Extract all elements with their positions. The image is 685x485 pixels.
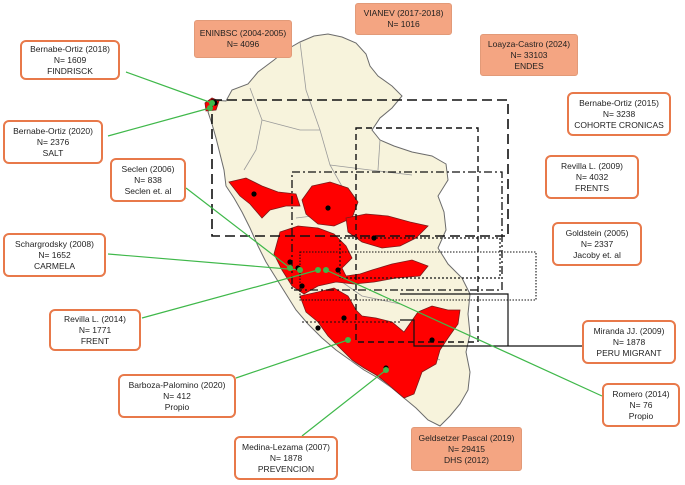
region-lima-junin [273, 225, 429, 295]
label-goldstein: Goldstein (2005) N= 2337 Jacoby et. al [552, 222, 642, 266]
region-south [299, 287, 461, 399]
label-schargrodsky: Schargrodsky (2008) N= 1652 CARMELA [3, 233, 106, 277]
region-north-coast [228, 177, 301, 219]
label-revilla-2014: Revilla L. (2014) N= 1771 FRENT [49, 309, 141, 351]
site-point [341, 315, 347, 321]
site-point [315, 325, 321, 331]
peru-country-base [207, 33, 471, 427]
label-revilla-2009: Revilla L. (2009) N= 4032 FRENTS [545, 155, 639, 199]
label-bernabe-2015: Bernabe-Ortiz (2015) N= 3238 COHORTE CRO… [567, 92, 671, 136]
label-bernabe-2018: Bernabe-Ortiz (2018) N= 1609 FINDRISCK [20, 40, 120, 80]
site-point [287, 259, 293, 265]
study-area-boxes [211, 99, 582, 347]
label-seclen: Seclen (2006) N= 838 Seclen et. al [110, 158, 186, 202]
site-point [325, 205, 331, 211]
site-point [371, 235, 377, 241]
highlighted-regions [204, 97, 461, 399]
label-loayza: Loayza-Castro (2024) N= 33103 ENDES [480, 34, 578, 76]
site-point [335, 267, 341, 273]
connector-lines [107, 71, 603, 437]
label-bernabe-2020: Bernabe-Ortiz (2020) N= 2376 SALT [3, 120, 103, 164]
label-vianev: VIANEV (2017-2018) N= 1016 [355, 3, 452, 35]
label-geldsetzer: Geldsetzer Pascal (2019) N= 29415 DHS (2… [411, 427, 522, 471]
site-point [299, 283, 305, 289]
label-barboza: Barboza-Palomino (2020) N= 412 Propio [118, 374, 236, 418]
connector-endpoints [207, 100, 389, 373]
site-point [429, 337, 435, 343]
label-romero: Romero (2014) N= 76 Propio [602, 383, 680, 427]
label-miranda: Miranda JJ. (2009) N= 1878 PERU MIGRANT [582, 320, 676, 364]
site-point [251, 191, 257, 197]
label-eninbsc: ENINBSC (2004-2005) N= 4096 [194, 20, 292, 58]
label-medina: Medina-Lezama (2007) N= 1878 PREVENCION [234, 436, 338, 480]
region-san-martin-huanuco [301, 181, 359, 227]
